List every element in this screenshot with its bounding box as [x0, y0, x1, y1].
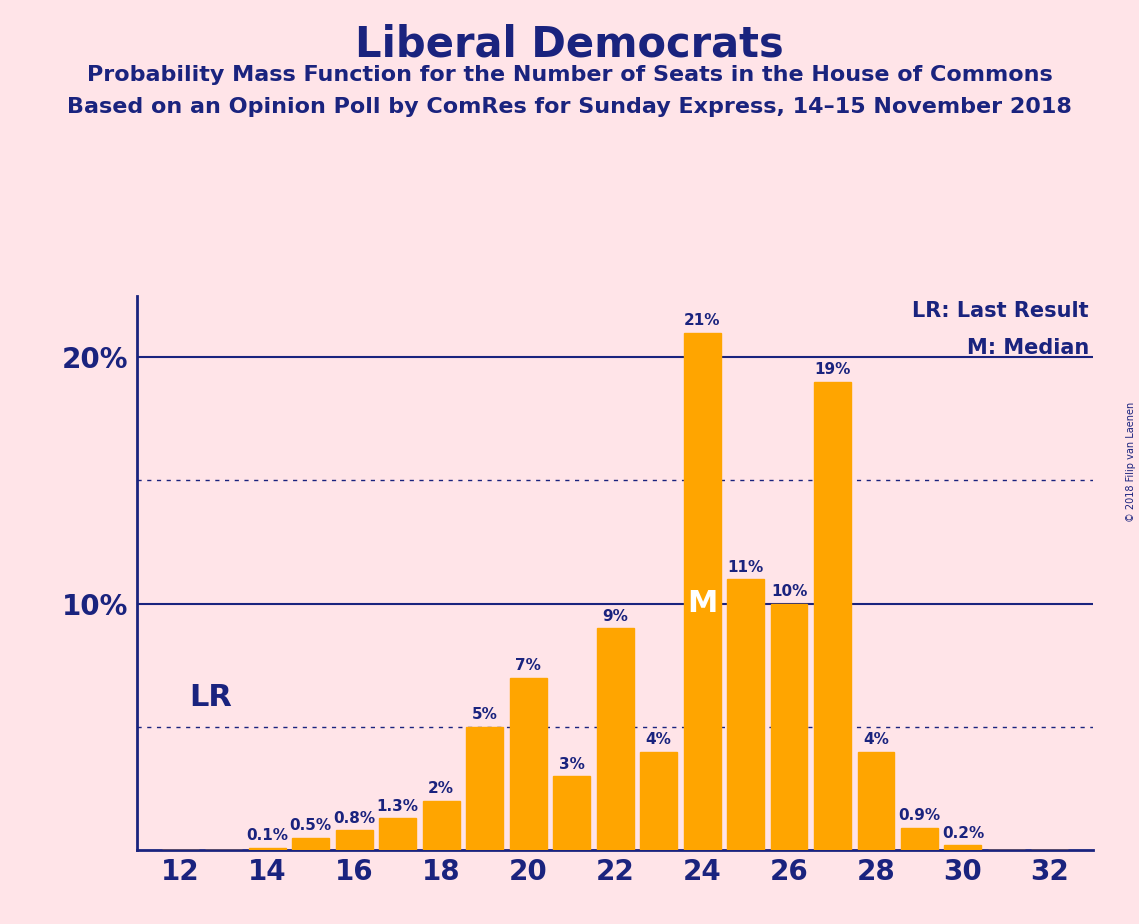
- Text: 5%: 5%: [472, 708, 498, 723]
- Bar: [509, 677, 547, 850]
- Text: 0.9%: 0.9%: [899, 808, 941, 823]
- Text: 0.2%: 0.2%: [942, 826, 984, 841]
- Text: 4%: 4%: [646, 732, 672, 748]
- Bar: [858, 751, 894, 850]
- Text: Liberal Democrats: Liberal Democrats: [355, 23, 784, 65]
- Text: 11%: 11%: [728, 560, 763, 575]
- Text: M: M: [687, 590, 718, 618]
- Bar: [336, 831, 372, 850]
- Text: Probability Mass Function for the Number of Seats in the House of Commons: Probability Mass Function for the Number…: [87, 65, 1052, 85]
- Bar: [901, 828, 939, 850]
- Text: Based on an Opinion Poll by ComRes for Sunday Express, 14–15 November 2018: Based on an Opinion Poll by ComRes for S…: [67, 97, 1072, 117]
- Bar: [944, 845, 982, 850]
- Text: 4%: 4%: [863, 732, 888, 748]
- Bar: [466, 727, 503, 850]
- Text: 0.8%: 0.8%: [333, 811, 375, 826]
- Text: 10%: 10%: [771, 584, 808, 600]
- Text: 7%: 7%: [515, 658, 541, 674]
- Bar: [770, 603, 808, 850]
- Bar: [640, 751, 677, 850]
- Text: 3%: 3%: [558, 757, 584, 772]
- Text: 19%: 19%: [814, 362, 851, 378]
- Text: 1.3%: 1.3%: [377, 798, 419, 814]
- Text: 0.1%: 0.1%: [246, 828, 288, 844]
- Bar: [554, 776, 590, 850]
- Text: 2%: 2%: [428, 782, 454, 796]
- Bar: [597, 628, 633, 850]
- Bar: [814, 382, 851, 850]
- Text: LR: Last Result: LR: Last Result: [912, 300, 1089, 321]
- Bar: [423, 801, 459, 850]
- Bar: [293, 838, 329, 850]
- Text: M: Median: M: Median: [967, 337, 1089, 358]
- Text: 21%: 21%: [683, 313, 720, 328]
- Bar: [248, 847, 286, 850]
- Text: 0.5%: 0.5%: [289, 819, 331, 833]
- Bar: [379, 818, 416, 850]
- Text: LR: LR: [189, 683, 231, 711]
- Text: 9%: 9%: [603, 609, 628, 624]
- Bar: [683, 333, 721, 850]
- Text: © 2018 Filip van Laenen: © 2018 Filip van Laenen: [1126, 402, 1136, 522]
- Bar: [727, 579, 764, 850]
